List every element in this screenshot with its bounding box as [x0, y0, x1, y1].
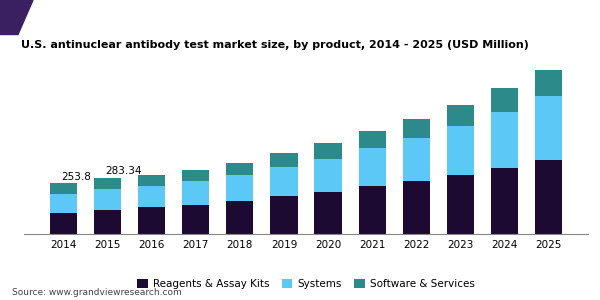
Bar [94, 178, 121, 189]
Bar [138, 207, 165, 234]
Bar [447, 175, 474, 234]
Bar [491, 168, 518, 234]
Bar [491, 88, 518, 112]
Text: U.S. antinuclear antibody test market size, by product, 2014 - 2025 (USD Million: U.S. antinuclear antibody test market si… [21, 40, 529, 50]
Bar [182, 170, 209, 181]
Bar [403, 118, 430, 138]
Bar [535, 160, 562, 234]
Text: Source: www.grandviewresearch.com: Source: www.grandviewresearch.com [12, 288, 182, 297]
Bar [314, 143, 342, 159]
Bar [270, 196, 298, 234]
Bar [359, 148, 386, 186]
Bar [226, 201, 253, 234]
Bar [403, 181, 430, 234]
Bar [491, 112, 518, 168]
Bar [447, 105, 474, 126]
Bar [270, 167, 298, 196]
Text: 253.8: 253.8 [61, 172, 91, 182]
Text: 283.34: 283.34 [105, 166, 142, 176]
Bar [535, 70, 562, 96]
Bar [50, 184, 77, 194]
Bar [182, 181, 209, 205]
Bar [138, 175, 165, 186]
Bar [403, 138, 430, 181]
Legend: Reagents & Assay Kits, Systems, Software & Services: Reagents & Assay Kits, Systems, Software… [133, 275, 479, 293]
Bar [50, 213, 77, 234]
Bar [535, 96, 562, 160]
Bar [226, 163, 253, 175]
Bar [226, 175, 253, 201]
Bar [138, 186, 165, 207]
Bar [314, 159, 342, 192]
Bar [447, 126, 474, 175]
Bar [270, 153, 298, 167]
Bar [314, 192, 342, 234]
Bar [50, 194, 77, 213]
Bar [94, 210, 121, 234]
Bar [94, 189, 121, 210]
Bar [182, 205, 209, 234]
Polygon shape [0, 0, 33, 34]
Bar [359, 131, 386, 148]
Bar [359, 186, 386, 234]
